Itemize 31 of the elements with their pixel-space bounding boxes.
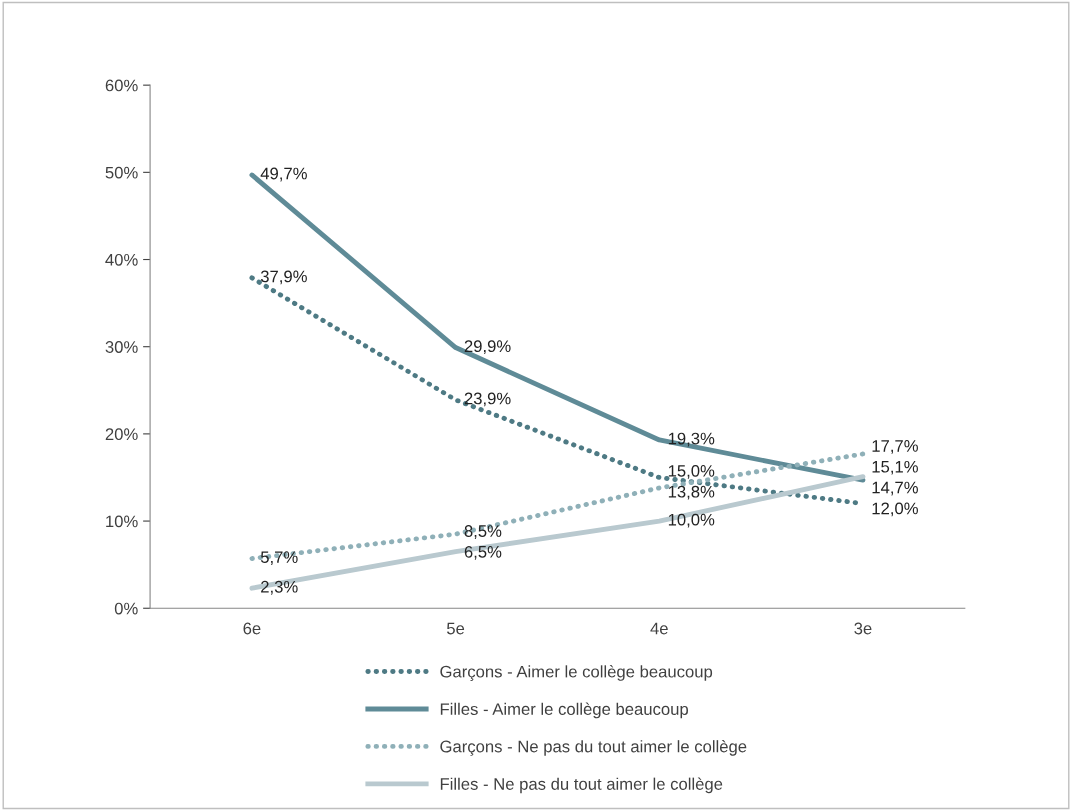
legend-label: Garçons - Aimer le collège beaucoup: [440, 665, 713, 681]
data-label: 17,7%: [872, 440, 918, 454]
data-label: 15,0%: [668, 464, 715, 479]
data-label: 37,9%: [260, 270, 307, 285]
x-tick-label: 5e: [447, 622, 465, 635]
y-tick-label: 20%: [105, 428, 138, 441]
y-tick-label: 30%: [105, 341, 138, 353]
data-label: 12,0%: [872, 502, 918, 517]
x-tick-label: 4e: [650, 622, 668, 635]
data-label: 10,0%: [668, 513, 715, 528]
y-tick-label: 60%: [105, 79, 138, 92]
data-label: 19,3%: [668, 432, 715, 447]
legend-label: Filles - Ne pas du tout aimer le collège: [440, 777, 723, 794]
data-label: 14,7%: [872, 481, 918, 496]
y-tick-label: 10%: [106, 515, 138, 528]
x-tick-label: 3e: [854, 622, 872, 635]
y-tick-label: 50%: [105, 166, 138, 179]
data-label: 6,5%: [464, 545, 502, 560]
data-label: 2,3%: [261, 580, 298, 595]
data-label: 5,7%: [260, 551, 298, 565]
data-label: 49,7%: [260, 167, 307, 182]
legend-label: Garçons - Ne pas du tout aimer le collège: [440, 739, 747, 756]
y-tick-label: 0%: [114, 602, 138, 615]
data-label: 8,5%: [464, 525, 502, 539]
legend-label: Filles - Aimer le collège beaucoup: [440, 702, 689, 719]
data-label: 15,1%: [872, 460, 918, 475]
data-label: 13,8%: [668, 485, 715, 500]
data-label: 23,9%: [464, 392, 511, 407]
y-tick-label: 40%: [105, 253, 138, 266]
data-label: 29,9%: [464, 340, 511, 355]
x-tick-label: 6e: [243, 622, 261, 635]
